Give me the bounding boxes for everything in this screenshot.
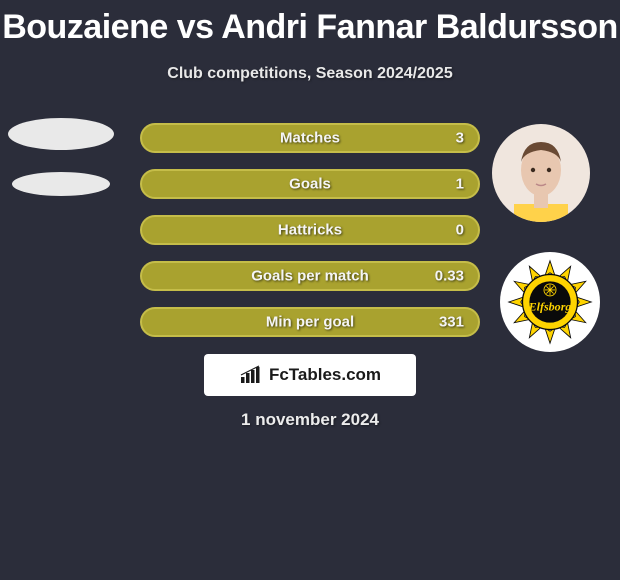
- stat-bar: Goals 1: [140, 169, 480, 199]
- subtitle: Club competitions, Season 2024/2025: [0, 65, 620, 83]
- stat-label: Matches: [280, 130, 340, 147]
- player-avatar: [492, 124, 590, 222]
- elfsborg-crest-icon: Elfsborg: [507, 259, 593, 345]
- footer-date: 1 november 2024: [0, 410, 620, 430]
- stat-value: 3: [456, 130, 464, 147]
- stat-bars: Matches 3 Goals 1 Hattricks 0 Goals per …: [140, 123, 480, 353]
- stat-value: 0: [456, 222, 464, 239]
- stat-bar: Hattricks 0: [140, 215, 480, 245]
- stat-label: Min per goal: [266, 314, 354, 331]
- bars-icon: [239, 365, 263, 385]
- stat-bar: Goals per match 0.33: [140, 261, 480, 291]
- brand-text: FcTables.com: [269, 365, 381, 385]
- stat-value: 1: [456, 176, 464, 193]
- stat-label: Goals: [289, 176, 331, 193]
- page-title: Bouzaiene vs Andri Fannar Baldursson: [0, 0, 620, 47]
- placeholder-ellipse: [12, 172, 110, 196]
- stat-bar: Min per goal 331: [140, 307, 480, 337]
- stat-label: Goals per match: [251, 268, 369, 285]
- stat-label: Hattricks: [278, 222, 342, 239]
- club-crest: Elfsborg: [500, 252, 600, 352]
- left-player-placeholder: [8, 118, 114, 196]
- svg-text:Elfsborg: Elfsborg: [528, 300, 572, 314]
- avatar-icon: [506, 134, 576, 222]
- stat-bar: Matches 3: [140, 123, 480, 153]
- stat-value: 331: [439, 314, 464, 331]
- placeholder-ellipse: [8, 118, 114, 150]
- brand-badge: FcTables.com: [204, 354, 416, 396]
- stat-value: 0.33: [435, 268, 464, 285]
